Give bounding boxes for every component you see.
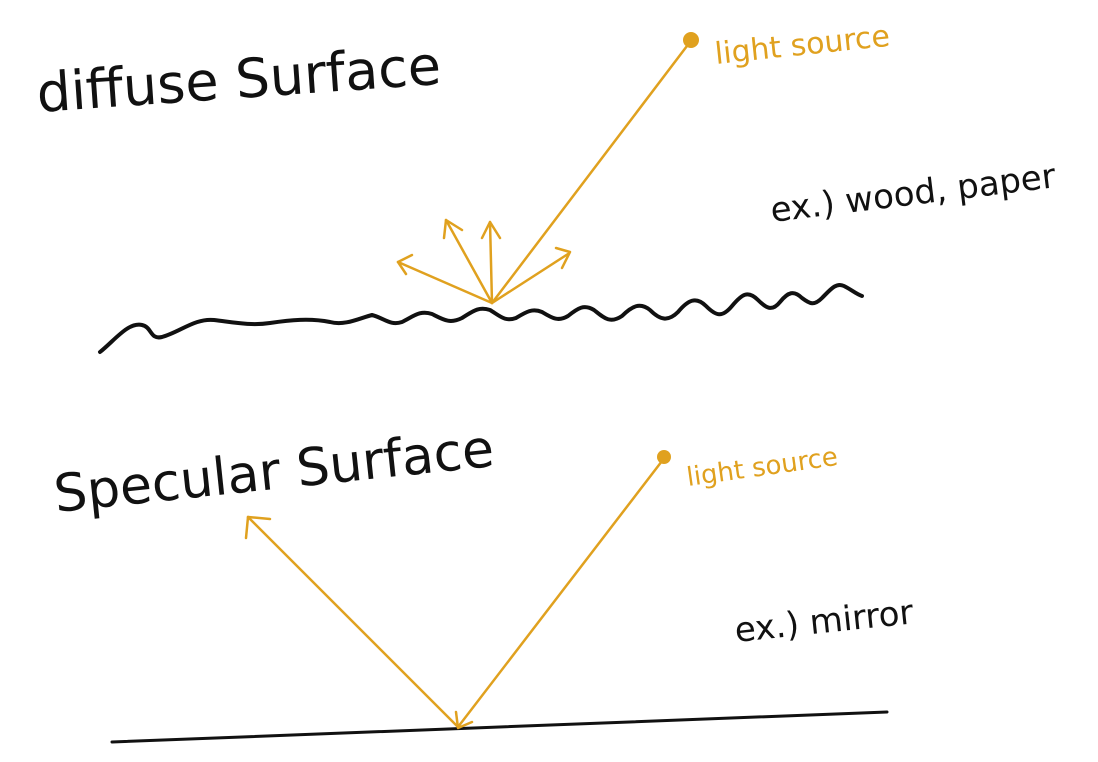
specular-reflected-arrowhead	[244, 515, 272, 540]
diffuse-incident-ray	[490, 40, 692, 305]
diffuse-rough-surface	[98, 283, 864, 354]
specular-flat-surface	[110, 710, 889, 744]
specular-example: ex.) mirror	[733, 592, 916, 651]
scatter-ray-right	[490, 252, 570, 305]
scatter-ray-right-arrowhead	[554, 246, 572, 270]
scatter-ray-up-arrowhead	[480, 220, 502, 240]
diffuse-example: ex.) wood, paper	[768, 156, 1058, 231]
scatter-ray-left-arrowhead	[396, 253, 414, 276]
diffuse-scattered-rays	[396, 218, 572, 305]
diffuse-section: diffuse Surface light source ex.) wood, …	[35, 19, 1058, 354]
scatter-ray-up	[488, 220, 494, 305]
specular-reflected-ray	[246, 515, 460, 729]
scatter-ray-left	[396, 260, 494, 305]
specular-incident-ray	[456, 459, 664, 729]
scatter-ray-upper-left	[444, 218, 494, 305]
specular-light-source-dot	[657, 450, 671, 464]
specular-title: Specular Surface	[51, 419, 497, 525]
scatter-ray-upper-left-arrowhead	[442, 218, 464, 240]
diffuse-light-source-label: light source	[713, 19, 891, 72]
specular-section: Specular Surface light source ex.) mirro…	[51, 419, 916, 744]
diffuse-title: diffuse Surface	[35, 34, 443, 125]
diffuse-light-source-dot	[683, 32, 699, 48]
specular-light-source-label: light source	[685, 442, 840, 493]
